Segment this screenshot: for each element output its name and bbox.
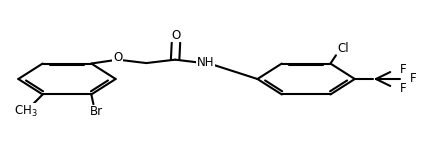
Text: F: F xyxy=(400,82,406,95)
Text: F: F xyxy=(400,63,406,76)
Text: CH$_3$: CH$_3$ xyxy=(14,104,37,119)
Text: O: O xyxy=(172,29,181,42)
Text: O: O xyxy=(113,51,122,64)
Text: Cl: Cl xyxy=(338,42,349,55)
Text: F: F xyxy=(409,73,416,85)
Text: Br: Br xyxy=(90,106,104,118)
Text: NH: NH xyxy=(196,56,214,69)
